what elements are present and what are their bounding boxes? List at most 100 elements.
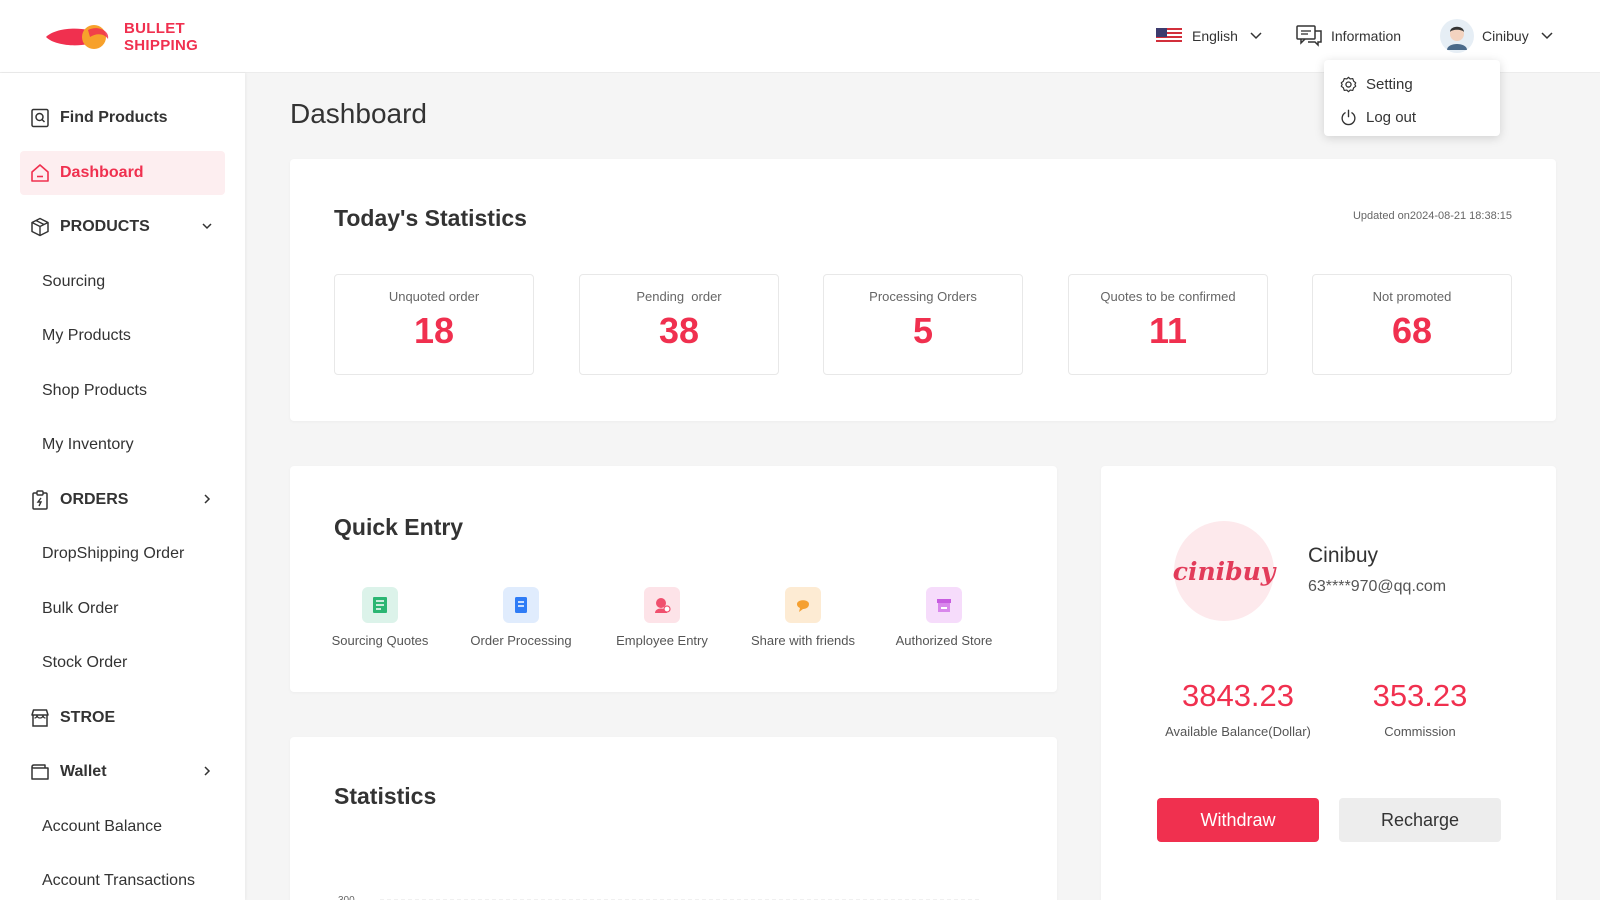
y-axis-tick-label: 300 xyxy=(338,895,355,900)
quick-entry-card: Quick Entry Sourcing Quotes Order Proces… xyxy=(290,466,1057,692)
menu-item-label: Setting xyxy=(1366,76,1413,93)
sidebar-item-label: Account Transactions xyxy=(42,872,195,889)
sidebar-item-label: Find Products xyxy=(60,109,168,126)
sidebar-item-label: STROE xyxy=(60,709,116,726)
quick-entry-label: Sourcing Quotes xyxy=(331,633,429,648)
chevron-down-icon xyxy=(202,223,212,230)
search-doc-icon xyxy=(31,108,49,128)
chevron-down-icon xyxy=(1250,32,1262,40)
stat-value: 11 xyxy=(1148,310,1188,351)
balance-label: Available Balance(Dollar) xyxy=(1165,724,1311,739)
gear-icon xyxy=(1340,76,1357,93)
sidebar-item-label: ORDERS xyxy=(60,491,129,508)
information-label: Information xyxy=(1331,28,1402,44)
brand-avatar-text: cinibuy xyxy=(1172,556,1276,586)
information-button[interactable]: Information xyxy=(1296,18,1401,54)
statistics-chart-preview xyxy=(380,899,980,900)
sidebar-item-account-transactions[interactable]: Account Transactions xyxy=(20,859,225,900)
sidebar: Find Products Dashboard PRODUCTS Sourcin… xyxy=(0,73,245,900)
sidebar-item-label: DropShipping Order xyxy=(42,545,185,562)
withdraw-button[interactable]: Withdraw xyxy=(1157,798,1319,842)
quick-entry-order-processing[interactable]: Order Processing xyxy=(451,587,591,648)
chevron-down-icon xyxy=(1541,32,1553,40)
profile-email: 63****970@qq.com xyxy=(1308,578,1447,595)
store-icon xyxy=(926,587,962,623)
sidebar-item-orders[interactable]: ORDERS xyxy=(20,478,225,522)
home-icon xyxy=(31,164,49,182)
quick-entry-label: Order Processing xyxy=(470,633,572,648)
bullet-logo-icon xyxy=(46,25,109,49)
menu-item-logout[interactable]: Log out xyxy=(1324,101,1500,134)
commission-value: 353.23 xyxy=(1372,678,1468,713)
quick-entry-label: Employee Entry xyxy=(616,633,708,648)
stat-quotes-to-be-confirmed[interactable]: Quotes to be confirmed 11 xyxy=(1068,274,1268,375)
stat-not-promoted[interactable]: Not promoted 68 xyxy=(1312,274,1512,375)
document-icon xyxy=(362,587,398,623)
updated-timestamp: Updated on2024-08-21 18:38:15 xyxy=(1352,210,1512,222)
wallet-icon xyxy=(31,764,49,780)
top-header: BULLET SHIPPING English Information xyxy=(0,0,1600,73)
sidebar-item-account-balance[interactable]: Account Balance xyxy=(20,805,225,849)
sidebar-item-bulk-order[interactable]: Bulk Order xyxy=(20,587,225,631)
sidebar-item-stock-order[interactable]: Stock Order xyxy=(20,641,225,685)
stat-unquoted-order[interactable]: Unquoted order 18 xyxy=(334,274,534,375)
recharge-button[interactable]: Recharge xyxy=(1339,798,1501,842)
stat-label: Unquoted order xyxy=(388,289,480,304)
sidebar-item-find-products[interactable]: Find Products xyxy=(20,96,225,140)
logo-line-1: BULLET xyxy=(124,20,185,37)
sidebar-item-products[interactable]: PRODUCTS xyxy=(20,205,225,249)
share-icon xyxy=(785,587,821,623)
todays-statistics-card: Today's Statistics Updated on2024-08-21 … xyxy=(290,159,1556,421)
stat-label: Pending order xyxy=(636,289,722,304)
sidebar-item-store[interactable]: STROE xyxy=(20,696,225,740)
avatar xyxy=(1440,19,1474,53)
language-label: English xyxy=(1192,28,1238,44)
quick-entry-share-with-friends[interactable]: Share with friends xyxy=(733,587,873,648)
logo[interactable]: BULLET SHIPPING xyxy=(44,20,198,54)
stat-label: Processing Orders xyxy=(869,289,977,304)
sidebar-item-label: PRODUCTS xyxy=(60,218,150,235)
quick-entry-employee-entry[interactable]: Employee Entry xyxy=(592,587,732,648)
sidebar-item-my-products[interactable]: My Products xyxy=(20,314,225,358)
username-label: Cinibuy xyxy=(1482,28,1529,44)
sidebar-item-shop-products[interactable]: Shop Products xyxy=(20,369,225,413)
sidebar-item-label: Dashboard xyxy=(60,164,144,181)
commission: 353.23 Commission xyxy=(1339,678,1501,739)
statistics-card: Statistics 300 xyxy=(290,737,1057,900)
user-menu-trigger[interactable]: Cinibuy xyxy=(1440,18,1553,54)
quick-entry-label: Share with friends xyxy=(750,633,856,648)
sidebar-item-label: My Inventory xyxy=(42,436,134,453)
logo-text: BULLET SHIPPING xyxy=(124,20,198,54)
stat-pending-order[interactable]: Pending order 38 xyxy=(579,274,779,375)
card-title: Statistics xyxy=(334,783,437,809)
sidebar-item-dashboard[interactable]: Dashboard xyxy=(20,151,225,195)
us-flag-icon xyxy=(1156,28,1182,44)
sidebar-item-my-inventory[interactable]: My Inventory xyxy=(20,423,225,467)
stat-processing-orders[interactable]: Processing Orders 5 xyxy=(823,274,1023,375)
sidebar-item-dropshipping-order[interactable]: DropShipping Order xyxy=(20,532,225,576)
menu-item-label: Log out xyxy=(1366,109,1417,126)
sidebar-item-wallet[interactable]: Wallet xyxy=(20,750,225,794)
sidebar-item-label: Account Balance xyxy=(42,818,163,835)
chevron-right-icon xyxy=(204,766,211,776)
stat-value: 5 xyxy=(912,310,934,351)
stat-value: 68 xyxy=(1391,310,1433,351)
box-icon xyxy=(31,217,49,237)
power-icon xyxy=(1341,109,1356,126)
quick-entry-sourcing-quotes[interactable]: Sourcing Quotes xyxy=(310,587,450,648)
quick-entry-authorized-store[interactable]: Authorized Store xyxy=(874,587,1014,648)
sidebar-item-sourcing[interactable]: Sourcing xyxy=(20,260,225,304)
stat-value: 38 xyxy=(658,310,700,351)
stat-label: Quotes to be confirmed xyxy=(1100,289,1236,304)
user-dropdown-menu: Setting Log out xyxy=(1324,60,1500,136)
commission-label: Commission xyxy=(1384,724,1456,739)
stat-value: 18 xyxy=(413,310,455,351)
chevron-right-icon xyxy=(204,494,211,504)
sidebar-item-label: Wallet xyxy=(60,763,107,780)
language-selector[interactable]: English xyxy=(1156,18,1262,54)
clipboard-icon xyxy=(32,490,48,510)
chat-icon xyxy=(1296,25,1322,47)
menu-item-setting[interactable]: Setting xyxy=(1324,68,1500,101)
logo-line-2: SHIPPING xyxy=(124,37,199,54)
brand-avatar: cinibuy xyxy=(1172,521,1276,621)
